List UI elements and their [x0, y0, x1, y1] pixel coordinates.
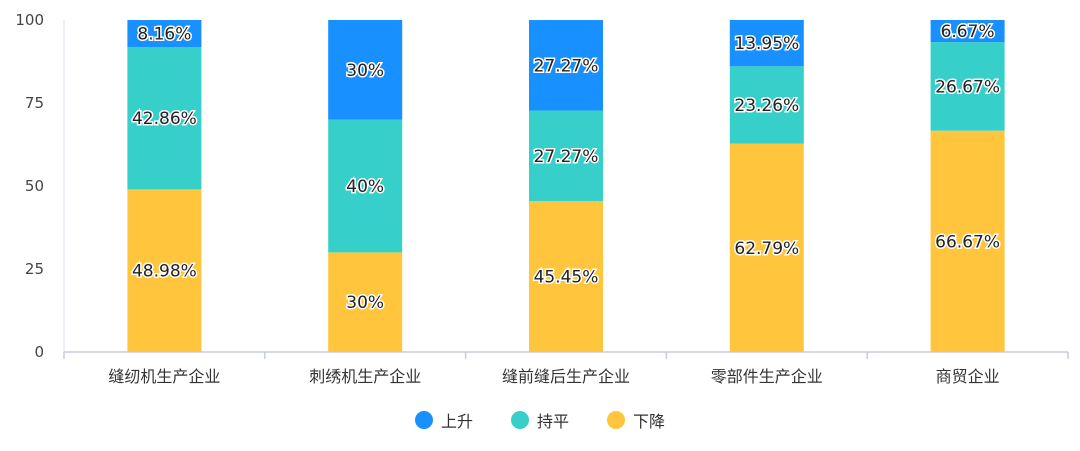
legend-swatch	[414, 411, 433, 429]
x-tick-label: 刺绣机生产企业	[309, 367, 421, 386]
bar-segment	[529, 110, 603, 202]
y-tick-label: 50	[25, 177, 44, 195]
bars	[127, 20, 1005, 352]
segment-data-label: 27.27%	[534, 56, 599, 76]
bar-segment	[729, 143, 804, 352]
y-tick-label: 0	[34, 343, 44, 361]
segment-data-label: 6.67%	[941, 22, 995, 42]
x-tick-label: 缝纫机生产企业	[108, 367, 220, 386]
x-tick-label: 商贸企业	[936, 367, 1000, 386]
legend-swatch	[510, 411, 529, 429]
segment-data-label: 42.86%	[132, 109, 197, 129]
bar-segment	[328, 20, 403, 120]
bar-segment	[127, 47, 202, 190]
bar-segment	[529, 20, 603, 111]
segment-data-label: 66.67%	[935, 232, 1000, 252]
segment-data-label: 62.79%	[734, 239, 799, 259]
y-tick-label: 100	[15, 11, 44, 29]
segment-data-label: 30%	[346, 61, 384, 81]
legend-swatch	[607, 411, 625, 429]
bar-segment	[529, 201, 603, 352]
legend-label: 持平	[536, 412, 569, 431]
segment-labels: 48.98% 42.86% 8.16% 30% 40% 30% 45.45% 27.27% 27…	[130, 21, 1001, 315]
bar-segment	[930, 20, 1005, 43]
y-tick-label: 75	[25, 94, 44, 112]
segment-data-label: 30%	[346, 293, 384, 313]
bar-segment	[729, 66, 804, 144]
bar-segment	[127, 20, 202, 48]
segment-data-label: 45.45%	[534, 268, 599, 288]
bar-segment	[328, 119, 403, 253]
legend-item[interactable]: 下降	[607, 408, 665, 432]
bar-segment	[729, 20, 804, 67]
segment-data-label: 27.27%	[534, 147, 599, 167]
y-tick-label: 25	[25, 260, 44, 278]
segment-data-label: 23.26%	[734, 96, 799, 116]
x-tick-label: 零部件生产企业	[711, 367, 823, 386]
bar-segment	[328, 252, 403, 352]
legend-label: 下降	[633, 412, 666, 431]
bar-segment	[127, 189, 202, 352]
legend-item[interactable]: 持平	[510, 408, 569, 432]
legend: 上升 持平 下降	[0, 408, 1080, 432]
legend-item[interactable]: 上升	[414, 408, 473, 432]
bar-segment	[930, 42, 1005, 131]
x-tick-label: 缝前缝后生产企业	[502, 367, 630, 386]
segment-data-label: 40%	[346, 177, 384, 197]
segment-data-label: 8.16%	[137, 25, 191, 45]
y-axis: 0 25 50 75 100	[15, 11, 65, 361]
segment-data-label: 48.98%	[132, 262, 197, 282]
bar-segment	[930, 130, 1005, 352]
segment-data-label: 26.67%	[935, 77, 1000, 97]
segment-data-label: 13.95%	[734, 34, 799, 54]
legend-label: 上升	[440, 412, 473, 431]
x-axis: 缝纫机生产企业 刺绣机生产企业 缝前缝后生产企业 零部件生产企业 商贸企业	[63, 351, 1069, 386]
